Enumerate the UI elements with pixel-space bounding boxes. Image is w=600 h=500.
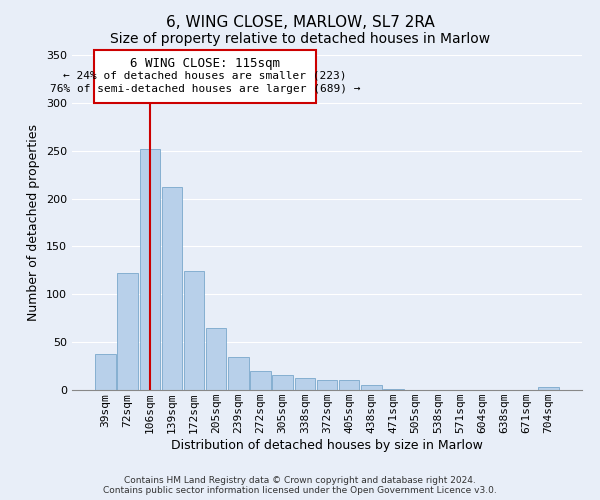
- Bar: [361, 385, 382, 390]
- Y-axis label: Number of detached properties: Number of detached properties: [28, 124, 40, 321]
- Bar: [228, 358, 248, 390]
- Text: ← 24% of detached houses are smaller (223): ← 24% of detached houses are smaller (22…: [64, 70, 347, 81]
- Bar: [383, 389, 404, 390]
- Text: 6 WING CLOSE: 115sqm: 6 WING CLOSE: 115sqm: [130, 57, 280, 70]
- Text: 76% of semi-detached houses are larger (689) →: 76% of semi-detached houses are larger (…: [50, 84, 361, 94]
- Bar: [250, 371, 271, 390]
- Bar: [118, 273, 138, 390]
- Text: Size of property relative to detached houses in Marlow: Size of property relative to detached ho…: [110, 32, 490, 46]
- Bar: [272, 374, 293, 390]
- Bar: [317, 380, 337, 390]
- Bar: [95, 354, 116, 390]
- Bar: [295, 378, 315, 390]
- Bar: [206, 328, 226, 390]
- Text: 6, WING CLOSE, MARLOW, SL7 2RA: 6, WING CLOSE, MARLOW, SL7 2RA: [166, 15, 434, 30]
- Text: Contains HM Land Registry data © Crown copyright and database right 2024.
Contai: Contains HM Land Registry data © Crown c…: [103, 476, 497, 495]
- Bar: [339, 380, 359, 390]
- X-axis label: Distribution of detached houses by size in Marlow: Distribution of detached houses by size …: [171, 439, 483, 452]
- Bar: [161, 187, 182, 390]
- Bar: [184, 272, 204, 390]
- Bar: [140, 149, 160, 390]
- Bar: [538, 387, 559, 390]
- Bar: [94, 50, 316, 103]
